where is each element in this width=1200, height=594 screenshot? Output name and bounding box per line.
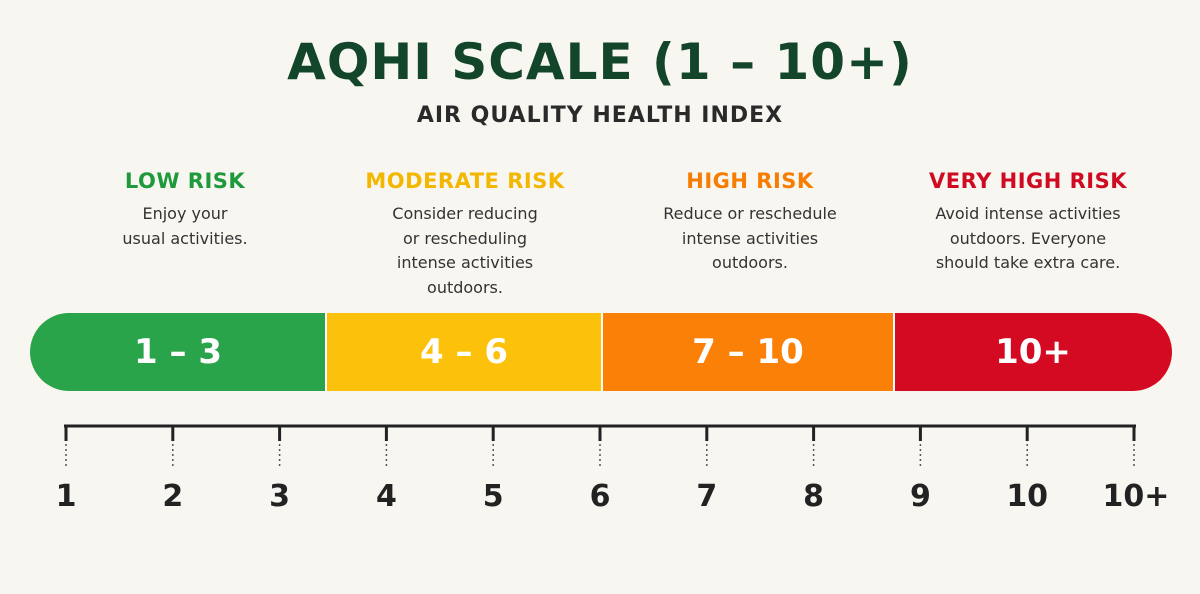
description-line: Avoid intense activities xyxy=(935,204,1121,223)
axis-tick-label: 8 xyxy=(803,479,824,514)
description-line: usual activities. xyxy=(122,228,248,248)
description-line: outdoors. xyxy=(427,277,503,297)
description-line: Enjoy your xyxy=(142,204,228,223)
description-line: Reduce or reschedule xyxy=(663,204,837,223)
category-label: LOW RISK xyxy=(124,169,246,193)
axis-ticks: 1 2 3 4 5 6 7 8 9 10 10+ xyxy=(56,426,1170,514)
category-label: MODERATE RISK xyxy=(365,169,565,193)
category-description: Enjoy your usual activities. xyxy=(85,202,285,251)
description-line: intense activities xyxy=(681,228,819,248)
category-label: VERY HIGH RISK xyxy=(928,169,1128,193)
category-description: Avoid intense activities outdoors. Every… xyxy=(903,202,1153,276)
segment-low-risk: 1 – 3 xyxy=(30,313,326,391)
segment-high-risk: 7 – 10 xyxy=(602,313,894,391)
description-line: intense activities xyxy=(396,253,534,272)
axis-tick-label: 4 xyxy=(376,479,397,514)
segment-divider xyxy=(601,313,603,391)
page-subtitle: AIR QUALITY HEALTH INDEX xyxy=(416,103,784,128)
axis-tick-label: 3 xyxy=(269,479,290,514)
axis-tick-label: 10+ xyxy=(1103,479,1170,514)
category-description: Reduce or reschedule intense activities … xyxy=(640,202,860,276)
axis-tick-label: 6 xyxy=(590,479,611,514)
axis-tick-label: 1 xyxy=(56,479,77,514)
category-low-risk: LOW RISK Enjoy your usual activities. xyxy=(85,166,285,251)
scale-axis: 1 2 3 4 5 6 7 8 9 10 10+ xyxy=(56,424,1170,514)
axis-tick-label: 2 xyxy=(162,479,183,514)
axis-tick-label: 9 xyxy=(910,479,931,514)
description-line: outdoors. xyxy=(712,253,788,272)
category-moderate-risk: MODERATE RISK Consider reducing or resch… xyxy=(345,166,585,300)
axis-tick-label: 10 xyxy=(1006,479,1048,514)
category-very-high-risk: VERY HIGH RISK Avoid intense activities … xyxy=(903,166,1153,276)
axis-tick-label: 5 xyxy=(483,479,504,514)
axis-tick-label: 7 xyxy=(696,479,717,514)
description-line: outdoors. Everyone xyxy=(949,228,1107,248)
category-description: Consider reducing or rescheduling intens… xyxy=(345,202,585,300)
segment-divider xyxy=(325,313,327,391)
description-line: or rescheduling xyxy=(402,228,528,248)
segment-moderate-risk: 4 – 6 xyxy=(326,313,602,391)
category-high-risk: HIGH RISK Reduce or reschedule intense a… xyxy=(640,166,860,276)
segment-divider xyxy=(893,313,895,391)
segment-very-high-risk: 10+ xyxy=(894,313,1172,391)
description-line: Consider reducing xyxy=(392,204,538,223)
aqhi-scale-bar: 1 – 3 4 – 6 7 – 10 10+ xyxy=(30,313,1172,391)
page-title: AQHI SCALE (1 – 10+) xyxy=(287,33,913,91)
description-line: should take extra care. xyxy=(935,253,1121,272)
category-label: HIGH RISK xyxy=(686,169,814,193)
